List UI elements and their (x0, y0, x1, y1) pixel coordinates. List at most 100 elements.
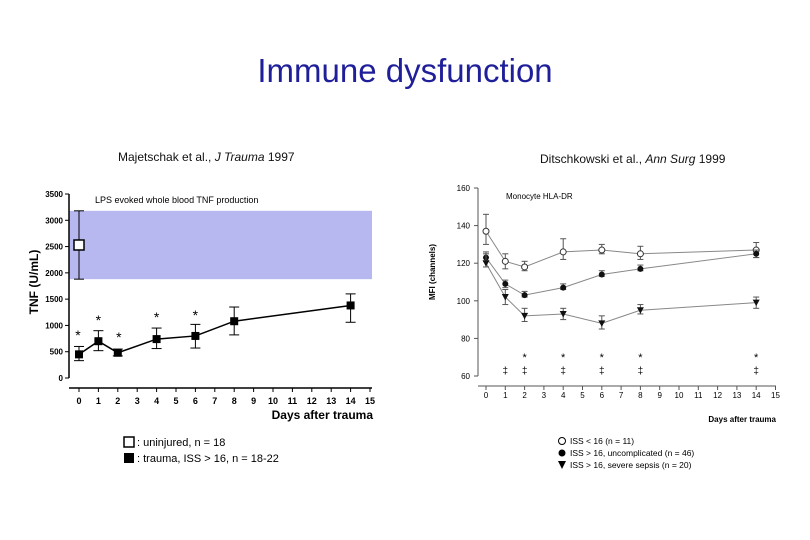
data-point (636, 250, 644, 258)
y-tick-label: 2500 (45, 243, 63, 252)
data-point (752, 299, 760, 307)
x-tick-label: 11 (694, 391, 703, 400)
x-tick-label: 10 (268, 396, 278, 406)
data-point (152, 335, 161, 344)
significance-dagger: ‡ (522, 366, 528, 377)
significance-dagger: ‡ (638, 366, 644, 377)
data-point (501, 294, 509, 301)
x-tick-label: 14 (752, 391, 761, 400)
significance-star: * (561, 352, 566, 364)
legend-label: : uninjured, n = 18 (137, 437, 225, 449)
data-point (75, 350, 83, 359)
data-point (521, 292, 528, 299)
legend-label: ISS > 16, uncomplicated (n = 46) (570, 448, 694, 458)
x-tick-label: 10 (675, 391, 684, 400)
y-tick-label: 1500 (45, 295, 63, 304)
x-tick-label: 12 (713, 391, 722, 400)
x-tick-label: 4 (154, 396, 159, 406)
x-tick-label: 6 (193, 396, 198, 406)
x-tick-label: 9 (251, 396, 256, 406)
chart-title: LPS evoked whole blood TNF production (95, 195, 258, 205)
page-title: Immune dysfunction (257, 52, 553, 89)
x-tick-label: 8 (232, 396, 237, 406)
legend-marker (558, 449, 566, 457)
x-tick-label: 3 (542, 391, 547, 400)
x-tick-label: 12 (307, 396, 317, 406)
x-tick-label: 2 (115, 396, 120, 406)
x-tick-label: 14 (346, 396, 356, 406)
significance-dagger: ‡ (503, 366, 509, 377)
significance-dagger: ‡ (753, 366, 759, 377)
significance-star: * (193, 307, 199, 323)
y-tick-label: 80 (461, 334, 470, 343)
y-tick-label: 2000 (45, 269, 63, 278)
significance-star: * (116, 329, 122, 345)
data-point (482, 260, 490, 267)
series-line (485, 253, 757, 296)
x-tick-label: 0 (484, 391, 489, 400)
data-point (94, 337, 103, 346)
legend-marker (124, 453, 134, 463)
data-point (559, 310, 567, 318)
y-tick-label: 100 (457, 297, 471, 306)
y-tick-label: 500 (50, 348, 64, 357)
legend-marker (558, 437, 566, 445)
legend-label: ISS < 16 (n = 11) (570, 436, 634, 446)
y-tick-label: 3000 (45, 216, 63, 225)
y-axis-label: TNF (U/mL) (27, 250, 41, 315)
x-tick-label: 15 (365, 396, 375, 406)
data-point (598, 246, 606, 254)
right-citation-journal: Ann Surg (645, 152, 696, 166)
x-tick-label: 4 (561, 391, 566, 400)
significance-dagger: ‡ (599, 366, 605, 377)
y-tick-label: 60 (461, 372, 470, 381)
data-point (753, 250, 760, 257)
y-tick-label: 120 (457, 259, 471, 268)
x-tick-label: 7 (619, 391, 624, 400)
data-point (636, 307, 644, 314)
x-tick-label: 5 (580, 391, 585, 400)
data-point (598, 271, 605, 278)
left-citation-journal: J Trauma (214, 150, 265, 164)
x-tick-label: 15 (771, 391, 780, 400)
significance-star: * (638, 352, 643, 364)
data-point (559, 248, 567, 256)
significance-star: * (600, 352, 605, 364)
x-tick-label: 1 (503, 391, 508, 400)
y-tick-label: 160 (457, 184, 471, 193)
significance-star: * (754, 352, 759, 364)
significance-star: * (522, 352, 527, 364)
data-point (521, 312, 529, 320)
data-point (73, 239, 85, 251)
data-point (230, 317, 239, 326)
data-point (637, 265, 644, 272)
right-citation-authors: Ditschkowski et al., (540, 152, 646, 166)
x-tick-label: 5 (173, 396, 178, 406)
significance-star: * (75, 327, 81, 343)
x-tick-label: 13 (732, 391, 741, 400)
y-tick-label: 140 (457, 222, 471, 231)
significance-star: * (154, 309, 160, 325)
right-citation: Ditschkowski et al., Ann Surg 1999 (540, 152, 725, 166)
x-tick-label: 6 (600, 391, 605, 400)
reference-band (69, 210, 372, 280)
x-tick-label: 7 (212, 396, 217, 406)
data-point (113, 348, 122, 357)
left-citation: Majetschak et al., J Trauma 1997 (118, 150, 295, 164)
x-tick-label: 3 (135, 396, 140, 406)
chart-title: Monocyte HLA-DR (506, 192, 573, 201)
y-tick-label: 3500 (45, 190, 63, 199)
data-point (482, 227, 490, 235)
left-citation-year: 1997 (264, 150, 295, 164)
significance-dagger: ‡ (560, 366, 566, 377)
data-point (598, 320, 606, 327)
x-tick-label: 2 (522, 391, 527, 400)
legend-marker (558, 461, 566, 469)
y-axis-label: MFI (channels) (428, 244, 437, 300)
x-axis-label: Days after trauma (272, 408, 374, 422)
left-citation-authors: Majetschak et al., (118, 150, 215, 164)
x-tick-label: 8 (638, 391, 643, 400)
legend-label: ISS > 16, severe sepsis (n = 20) (570, 460, 692, 470)
legend-label: : trauma, ISS > 16, n = 18-22 (137, 453, 279, 465)
